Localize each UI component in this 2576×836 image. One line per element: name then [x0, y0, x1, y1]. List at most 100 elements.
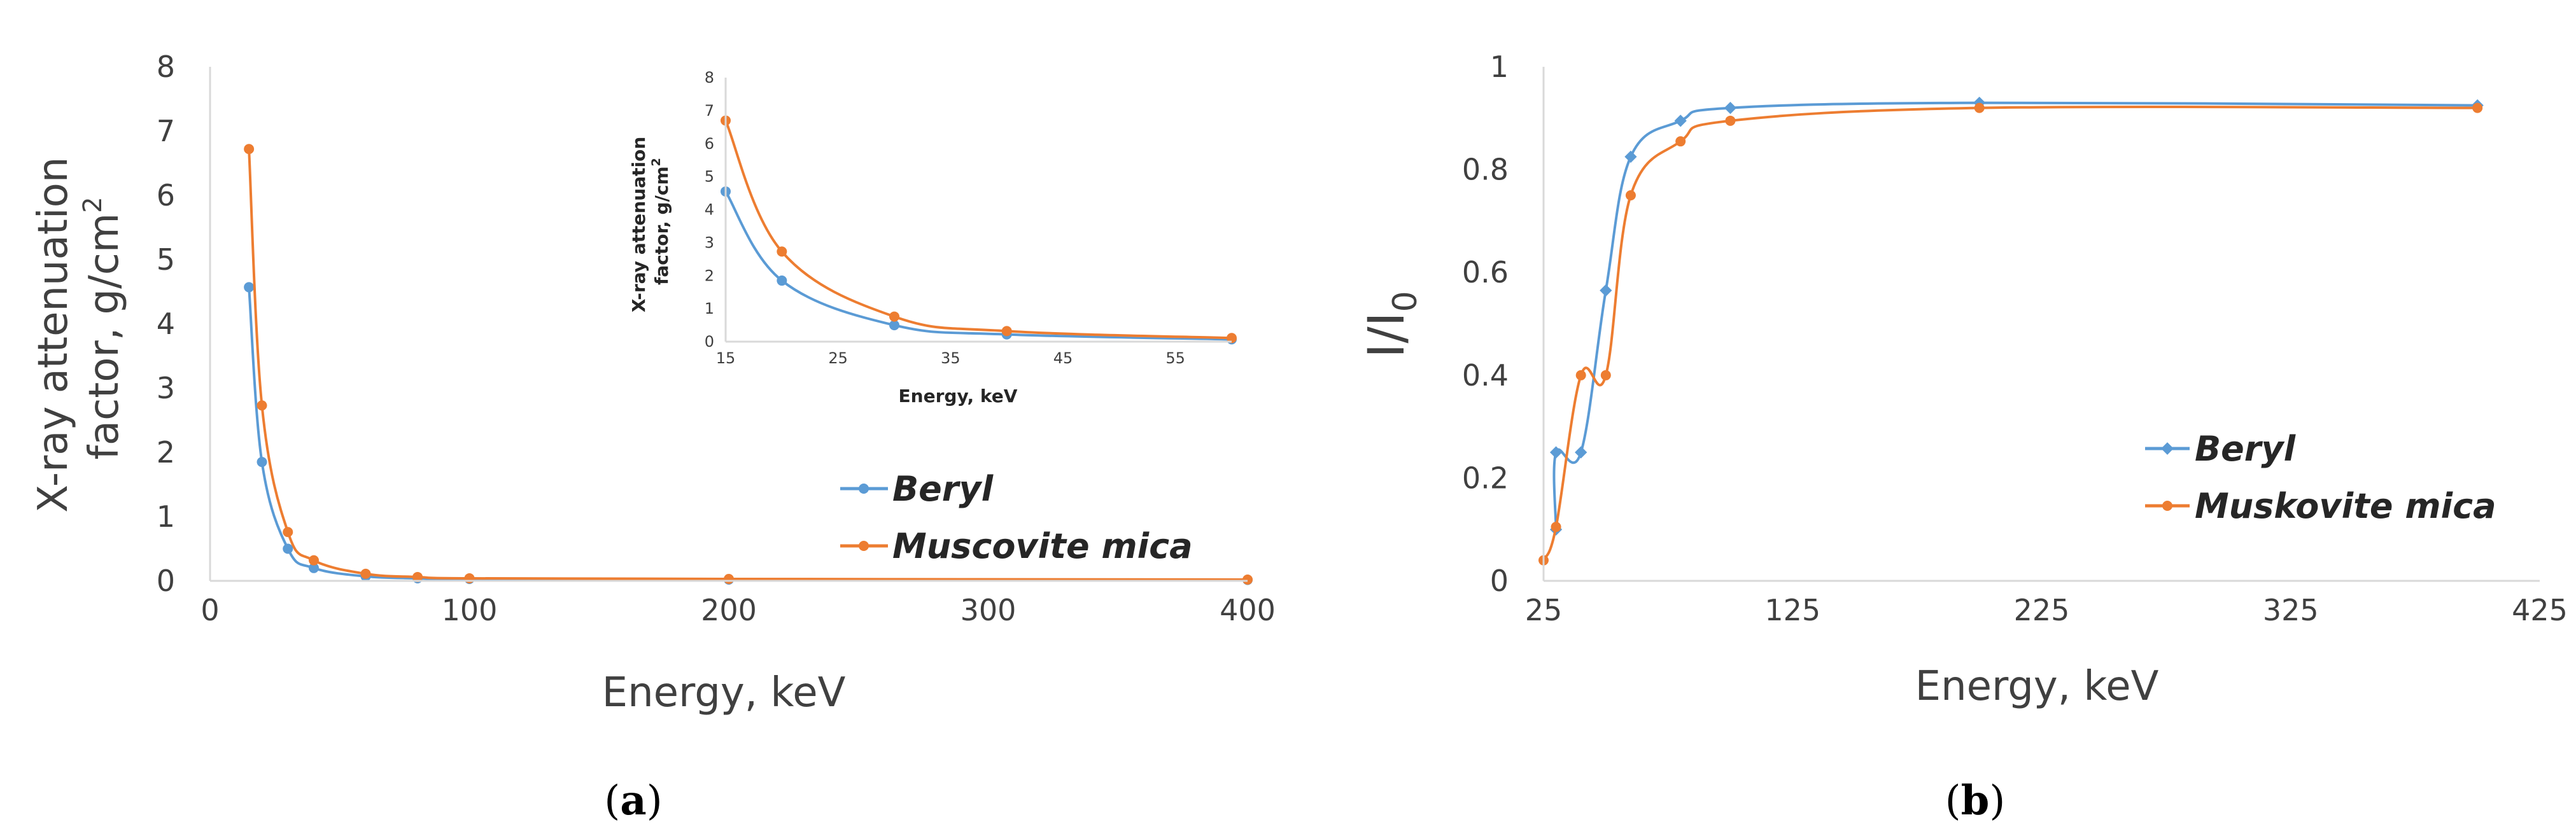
panel-a-legend: Beryl Muscovite mica [840, 469, 1193, 566]
panel-a-series-0-point [244, 282, 255, 293]
panel-a-y-tick-label: 3 [157, 371, 175, 405]
panel-label-b-letter: b [1961, 777, 1990, 825]
panel-b-series-1-point [1600, 370, 1611, 380]
inset-series-0-point [889, 320, 899, 331]
panel-a-series-1-point [309, 555, 319, 566]
inset-x-tick-label: 35 [941, 349, 961, 367]
legend-a-mica-label: Muscovite mica [892, 526, 1193, 566]
panel-a-series-0-point [257, 457, 267, 468]
panel-label-a: (a) [604, 777, 662, 825]
inset-series-1-point [889, 311, 899, 322]
panel-a-x-tick-label: 300 [961, 593, 1017, 627]
panel-b-legend: Beryl Muskovite mica [2145, 429, 2496, 526]
inset-x-tick-label: 55 [1165, 349, 1185, 367]
panel-a-x-tick-label: 100 [442, 593, 498, 627]
panel-a-y-axis-title-superscript: 2 [78, 197, 108, 212]
inset-x-tick-label: 25 [828, 349, 848, 367]
panel-a-series-1-point [724, 573, 734, 584]
panel-b-series-line-0 [1552, 101, 2478, 530]
panel-b-x-tick-label: 225 [2014, 593, 2070, 627]
panel-b-series-1-point [2472, 102, 2483, 113]
legend-a-mica-marker [859, 541, 869, 551]
panel-b-series-0-point [1575, 446, 1587, 459]
panel-b-y-tick-label: 0.8 [1462, 153, 1509, 187]
panel-b-x-tick-label: 425 [2512, 593, 2568, 627]
panel-b-series-0-point [1549, 446, 1563, 459]
panel-a-x-tick-label: 400 [1220, 593, 1276, 627]
panel-a-plot-area [244, 144, 1253, 585]
legend-b-mica-label: Muskovite mica [2195, 486, 2496, 526]
panel-a-series-1-point [464, 573, 475, 583]
legend-a-beryl-label: Beryl [892, 469, 994, 509]
legend-b-mica-marker [2162, 501, 2172, 511]
panel-a-series-1-point [1242, 574, 1253, 585]
panel-b-x-tick-label: 325 [2263, 593, 2319, 627]
inset-x-tick-label: 45 [1053, 349, 1073, 367]
inset-y-axis-title-line-2: factor, g/cm [651, 166, 672, 284]
panel-label-a-letter: a [620, 777, 646, 825]
panel-b-y-tick-label: 0.4 [1462, 358, 1509, 393]
panel-b-y-tick-label: 1 [1490, 50, 1509, 84]
panel-a-series-0-point [283, 543, 293, 554]
panel-b-series-1-point [1575, 370, 1586, 380]
panel-a-y-tick-label: 4 [157, 307, 175, 341]
inset-x-axis-title: Energy, keV [899, 386, 1018, 407]
panel-b-x-tick-label: 25 [1525, 593, 1563, 627]
panel-a-axes [209, 67, 1248, 582]
panel-a-series-1-point [283, 527, 293, 538]
inset-y-tick-label: 3 [705, 233, 714, 251]
panel-a-series-1-point [412, 571, 423, 582]
panel-b-series-1-point [1974, 102, 1985, 113]
panel-a-series-1-point [244, 144, 255, 155]
inset-series-0-point [777, 275, 787, 286]
panel-b-y-tick-label: 0 [1490, 564, 1509, 598]
panel-a-x-axis-title: Energy, keV [602, 669, 846, 716]
panel-b-y-tick-label: 0.6 [1462, 255, 1509, 289]
panel-a-y-tick-label: 5 [157, 242, 175, 277]
panel-a-y-tick-label: 0 [157, 564, 175, 598]
inset-y-tick-label: 7 [705, 102, 714, 120]
inset-series-line-1 [724, 120, 1232, 340]
inset-series-1-point [777, 246, 787, 257]
panel-b-series-line-1 [1542, 106, 2478, 561]
panel-b-series-0-point [1624, 150, 1637, 164]
panel-b-y-axis-title-main: I/I [1358, 312, 1416, 358]
panel-a-x-tick-label: 0 [201, 593, 219, 627]
inset-y-tick-label: 4 [705, 201, 714, 219]
panel-b-y-axis-title: I/I0 [1358, 291, 1425, 358]
panel-a-series-0-point [309, 562, 319, 573]
panel-b-y-axis-title-subscript: 0 [1386, 291, 1425, 312]
panel-b-series-1-point [1625, 190, 1636, 200]
panel-b-series-1-point [1725, 115, 1736, 126]
panel-a-series-line-1 [248, 149, 1248, 581]
inset-y-tick-label: 5 [705, 168, 714, 186]
inset-series-line-0 [724, 190, 1232, 341]
panel-a-y-tick-label: 2 [157, 435, 175, 470]
inset-x-tick-label: 15 [716, 349, 736, 367]
inset-y-axis-title: X-ray attenuation factor, g/cm2 [628, 130, 672, 312]
panel-a-y-tick-label: 1 [157, 499, 175, 534]
panel-a-y-tick-label: 7 [157, 114, 175, 148]
panel-a-series-1-point [257, 400, 267, 411]
inset-plot-area [721, 115, 1237, 345]
panel-b-x-tick-label: 125 [1764, 593, 1820, 627]
legend-b-beryl-marker [2161, 442, 2174, 455]
inset-y-tick-label: 6 [705, 135, 714, 153]
panel-a-y-axis-title: X-ray attenuation factor, g/cm2 [30, 144, 128, 513]
panel-b-axes [1542, 67, 2540, 582]
legend-b-beryl-label: Beryl [2195, 429, 2297, 469]
inset-y-axis-title-line-1: X-ray attenuation [628, 137, 649, 312]
inset-y-tick-label: 2 [705, 267, 714, 284]
panel-b-y-tick-label: 0.2 [1462, 461, 1509, 495]
panel-b-series-0-point [1674, 115, 1687, 127]
panel-a-y-tick-label: 8 [157, 50, 175, 84]
panel-b-series-0-point [1600, 284, 1612, 297]
panel-b-series-1-point [1551, 522, 1561, 533]
inset-y-axis-title-superscript: 2 [649, 158, 663, 166]
inset-y-tick-label: 0 [705, 333, 714, 351]
legend-a-beryl-marker [859, 484, 869, 494]
